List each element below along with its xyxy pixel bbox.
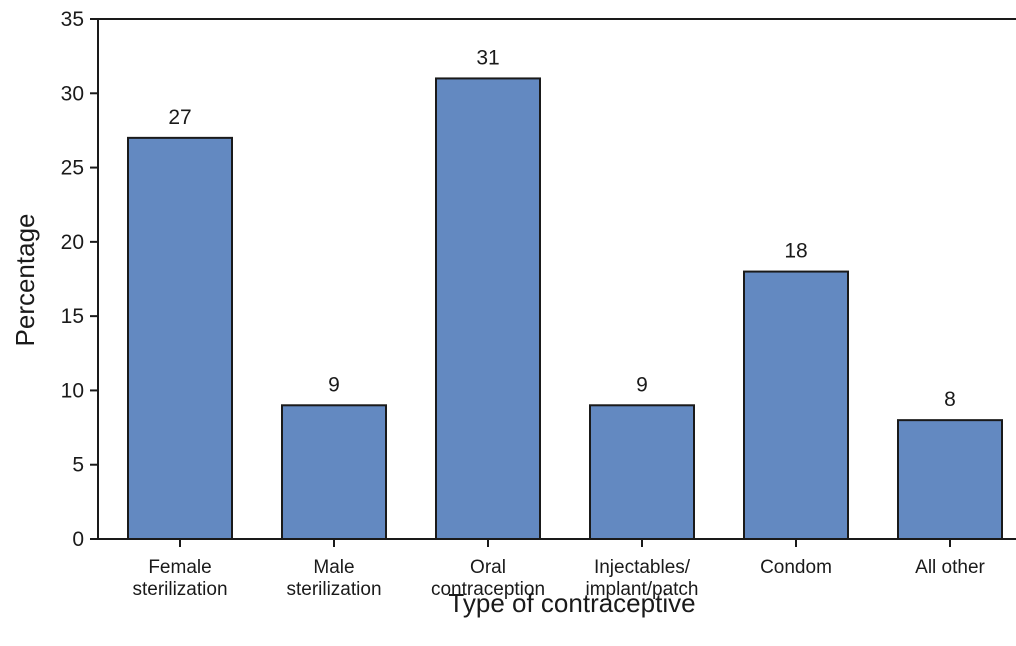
bar [281,404,387,540]
y-tick-label: 10 [61,379,84,402]
x-tick-label: contraception [431,579,545,600]
data-label: 8 [944,388,956,411]
y-tick-label: 25 [61,157,84,180]
y-axis-ticks: 0 5 10 15 20 25 30 35 [61,8,98,551]
x-tick-label: All other [915,557,985,578]
data-label: 31 [476,46,499,69]
bar [589,404,695,540]
bar [127,136,233,540]
x-tick-label: Injectables/ [594,557,691,578]
y-tick-label: 15 [61,305,84,328]
y-tick-label: 5 [72,454,84,477]
data-label: 9 [636,373,648,396]
x-tick-label: Oral [470,557,506,578]
x-axis-title: Type of contraceptive [448,588,695,618]
data-label: 18 [784,240,807,263]
x-tick-label: sterilization [286,579,381,600]
y-axis-title: Percentage [10,214,40,347]
y-tick-label: 30 [61,82,84,105]
y-tick-label: 35 [61,8,84,31]
x-tick-label: implant/patch [585,579,698,600]
bar [435,77,541,541]
data-label: 27 [168,106,191,129]
x-tick-label: Male [313,557,354,578]
axes-frame [97,18,1016,540]
y-tick-label: 0 [72,528,84,551]
plot-area: 27 9 31 9 18 8 [127,46,1003,541]
bar [743,270,849,540]
data-label: 9 [328,373,340,396]
x-tick-label: sterilization [132,579,227,600]
y-tick-label: 20 [61,231,84,254]
x-tick-label: Condom [760,557,832,578]
x-tick-label: Female [148,557,211,578]
x-axis-ticks: FemalesterilizationMalesterilizationOral… [132,539,986,600]
bar [897,419,1003,540]
